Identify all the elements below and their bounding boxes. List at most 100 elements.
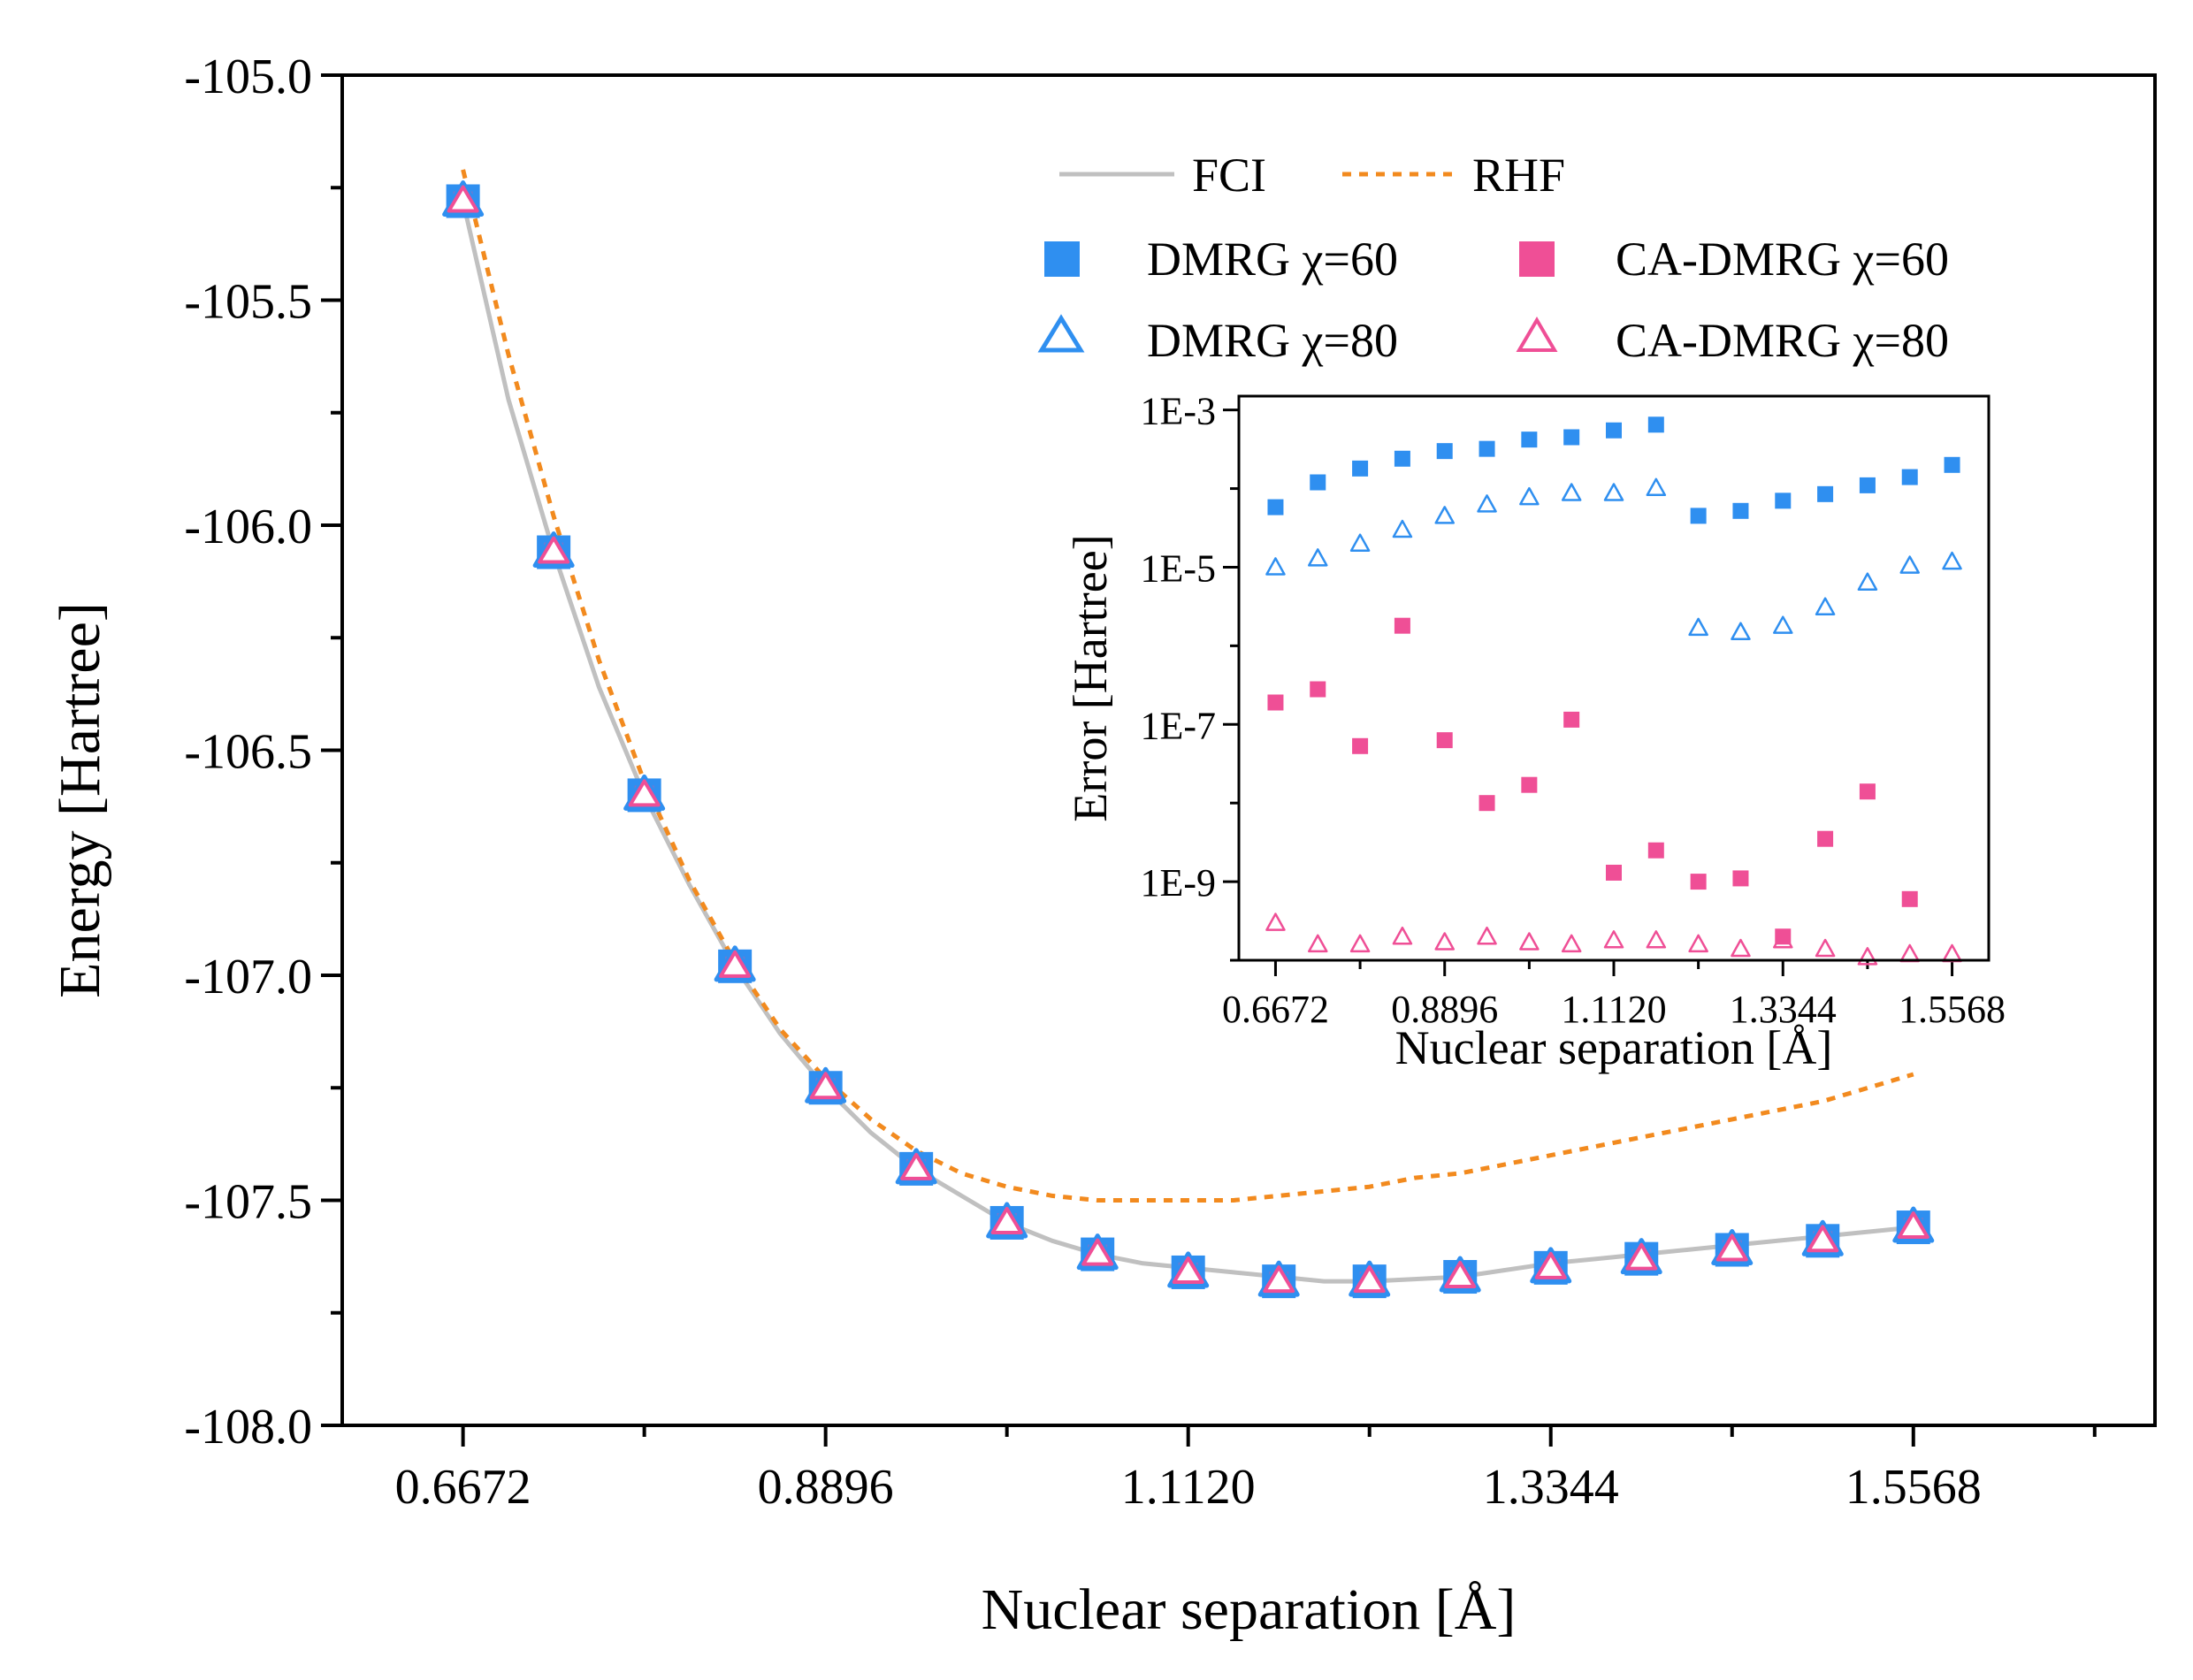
main-markers xyxy=(442,180,1935,1299)
inset-dmrg60-point xyxy=(1479,440,1495,457)
inset-dmrg60-point xyxy=(1267,499,1284,515)
inset-dmrg80-point xyxy=(1773,615,1793,634)
inset-ca-dmrg80-point xyxy=(1688,934,1708,953)
legend-ca-dmrg80-marker xyxy=(1516,317,1558,352)
inset-dmrg80-point xyxy=(1265,557,1286,576)
inset-y-axis: 1E-3 1E-5 1E-7 1E-9 xyxy=(1140,390,1239,962)
main-rhf-curve xyxy=(461,169,1914,1203)
main-ca-dmrg80-point xyxy=(990,1206,1023,1234)
inset-x-tick-label: 1.3344 xyxy=(1730,988,1837,1031)
inset-ca-dmrg60-point xyxy=(1436,732,1453,749)
main-y-tick-label: -108.0 xyxy=(184,1400,312,1455)
inset-x-axis: 0.6672 0.8896 1.1120 1.3344 1.5568 xyxy=(1222,960,2006,1031)
inset-ca-dmrg60-point xyxy=(1732,870,1749,887)
inset-x-tick-label: 0.6672 xyxy=(1222,988,1329,1031)
legend-ca-dmrg80-label: CA-DMRG χ=80 xyxy=(1616,314,1949,367)
main-ca-dmrg80-point xyxy=(1715,1233,1748,1262)
inset-ca-dmrg80-point xyxy=(1561,934,1582,953)
inset-ca-dmrg80-point xyxy=(1731,938,1751,958)
inset-dmrg80-point xyxy=(1942,551,1962,570)
main-ca-dmrg80-point xyxy=(1444,1261,1477,1289)
inset-ca-dmrg60-point xyxy=(1647,842,1664,859)
main-y-tick-label: -107.5 xyxy=(184,1175,312,1230)
inset-dmrg80-point xyxy=(1477,494,1497,513)
main-y-tick-label: -107.0 xyxy=(184,950,312,1004)
inset-dmrg60-point xyxy=(1944,456,1960,473)
inset-dmrg60-point xyxy=(1901,469,1918,485)
inset-x-axis-label: Nuclear separation [Å] xyxy=(1395,1021,1833,1074)
main-ca-dmrg80-point xyxy=(1081,1238,1114,1266)
inset-dmrg80-point xyxy=(1603,483,1624,501)
inset-ca-dmrg60-point xyxy=(1817,830,1834,847)
inset-dmrg80-point xyxy=(1434,506,1455,524)
inset-dmrg80-point xyxy=(1646,477,1667,497)
main-y-tick-label: -105.5 xyxy=(184,275,312,330)
main-ca-dmrg80-point xyxy=(1534,1251,1567,1279)
inset-ca-dmrg80-point xyxy=(1773,930,1793,949)
main-ca-dmrg80-point xyxy=(900,1152,933,1180)
inset-dmrg60-point xyxy=(1732,502,1749,519)
main-x-tick-label: 0.6672 xyxy=(395,1460,531,1515)
main-ca-dmrg80-point xyxy=(1263,1265,1295,1294)
legend-ca-dmrg60-marker xyxy=(1519,241,1555,277)
inset-ca-dmrg60-point xyxy=(1901,890,1918,907)
legend-dmrg60-marker xyxy=(1044,241,1080,277)
main-y-tick-label: -106.5 xyxy=(184,725,312,780)
main-y-axis: -105.0 -105.5 -106.0 -106.5 -107.0 -107.5 -108… xyxy=(184,50,342,1455)
main-ca-dmrg80-point xyxy=(809,1072,842,1100)
inset-plot-frame xyxy=(1237,394,1991,962)
inset-ca-dmrg80-point xyxy=(1434,932,1455,951)
inset-y-axis-label: Error [Hartree] xyxy=(1064,534,1117,821)
main-ca-dmrg80-point xyxy=(538,536,570,564)
legend-dmrg80-marker xyxy=(1037,314,1085,353)
inset-ca-dmrg80-point xyxy=(1815,938,1836,958)
main-x-axis-label: Nuclear separation [Å] xyxy=(982,1577,1517,1642)
inset-ca-dmrg80-point xyxy=(1857,947,1878,966)
inset-dmrg80-point xyxy=(1857,572,1878,591)
inset-ca-dmrg60-point xyxy=(1690,874,1707,890)
inset-dmrg60-point xyxy=(1352,460,1369,477)
inset-dmrg60-point xyxy=(1690,508,1707,524)
main-ca-dmrg80-point xyxy=(1172,1256,1204,1284)
inset-y-tick-label: 1E-5 xyxy=(1140,546,1216,590)
inset-dmrg80-point xyxy=(1688,617,1708,637)
main-ca-dmrg80-point xyxy=(1625,1242,1658,1271)
legend-dmrg80-label: DMRG χ=80 xyxy=(1147,314,1398,367)
inset-dmrg60-point xyxy=(1521,431,1538,448)
main-y-tick-label: -105.0 xyxy=(184,50,312,104)
inset-dmrg60-point xyxy=(1859,477,1876,493)
inset-x-tick-label: 1.1120 xyxy=(1561,988,1666,1031)
main-ca-dmrg80-point xyxy=(1807,1225,1839,1253)
inset-ca-dmrg60-point xyxy=(1394,617,1410,634)
inset-ca-dmrg80-point xyxy=(1603,930,1624,949)
inset-y-tick-label: 1E-7 xyxy=(1140,704,1216,747)
main-x-tick-label: 1.3344 xyxy=(1483,1460,1619,1515)
inset-ca-dmrg80-point xyxy=(1265,913,1286,931)
inset-dmrg60-point xyxy=(1775,493,1792,509)
inset-ca-dmrg60-point xyxy=(1859,783,1876,800)
main-x-axis: 0.6672 0.8896 1.1120 1.3344 1.5568 xyxy=(395,1425,2097,1515)
inset-ca-dmrg60-point xyxy=(1267,694,1284,711)
inset-dmrg80-point xyxy=(1899,555,1920,574)
inset-x-tick-label: 0.8896 xyxy=(1391,988,1498,1031)
inset-ca-dmrg80-point xyxy=(1392,926,1413,945)
inset-y-tick-label: 1E-9 xyxy=(1140,861,1216,905)
inset-dmrg60-point xyxy=(1310,474,1326,491)
inset-dmrg80-point xyxy=(1815,597,1836,615)
inset-ca-dmrg80-point xyxy=(1477,926,1497,945)
inset-dmrg80-point xyxy=(1308,548,1328,567)
legend-rhf-label: RHF xyxy=(1472,149,1565,202)
inset-ca-dmrg60-point xyxy=(1563,711,1580,728)
inset-ca-dmrg80-point xyxy=(1519,932,1540,951)
inset-y-tick-label: 1E-3 xyxy=(1140,390,1216,433)
inset-ca-dmrg60-point xyxy=(1310,681,1326,698)
inset-ca-dmrg60-point xyxy=(1479,795,1495,812)
inset-dmrg80-point xyxy=(1561,483,1582,501)
inset-dmrg80-point xyxy=(1392,519,1413,538)
main-ca-dmrg80-point xyxy=(1353,1265,1386,1294)
inset-ca-dmrg80-point xyxy=(1349,934,1371,953)
main-x-tick-label: 0.8896 xyxy=(758,1460,894,1515)
inset-dmrg60-point xyxy=(1563,429,1580,446)
inset-ca-dmrg80-point xyxy=(1308,934,1328,953)
